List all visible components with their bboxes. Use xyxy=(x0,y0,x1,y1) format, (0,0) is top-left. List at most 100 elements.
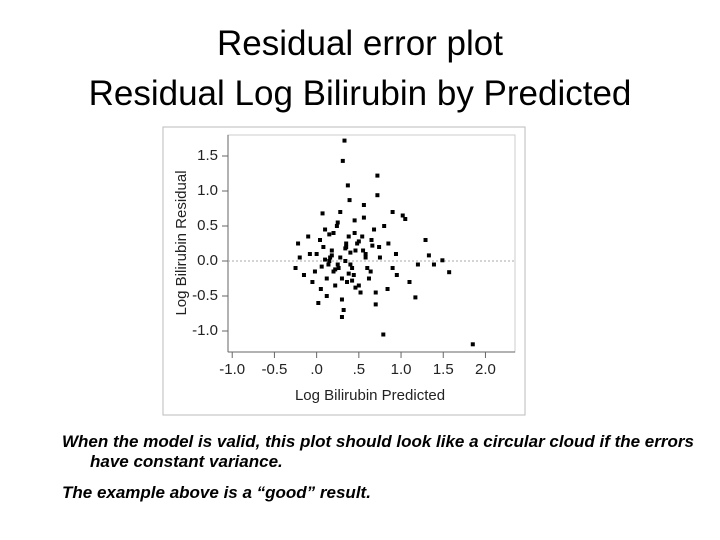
point xyxy=(327,259,332,263)
point xyxy=(361,203,366,207)
point xyxy=(415,262,420,267)
point xyxy=(343,259,348,263)
x-tick-label: -0.5 xyxy=(261,361,287,378)
point xyxy=(339,297,344,302)
point xyxy=(297,255,302,260)
point xyxy=(343,246,348,251)
point xyxy=(329,248,334,253)
point xyxy=(375,193,380,198)
point xyxy=(344,241,349,246)
point xyxy=(348,262,353,267)
point xyxy=(390,210,395,214)
point xyxy=(323,227,328,232)
point xyxy=(293,266,298,270)
point xyxy=(348,250,353,255)
point xyxy=(358,290,363,295)
point xyxy=(339,276,344,281)
point xyxy=(314,252,319,256)
point xyxy=(352,231,357,235)
y-tick-label: 1.5 xyxy=(197,147,218,164)
point xyxy=(331,231,336,235)
point xyxy=(347,198,352,203)
point xyxy=(340,158,345,163)
y-tick-label: -1.0 xyxy=(192,322,218,339)
y-tick-label: 0.0 xyxy=(197,252,218,269)
point xyxy=(341,308,346,312)
point xyxy=(394,273,399,277)
x-tick-label: 1.5 xyxy=(433,361,454,378)
point xyxy=(365,266,370,270)
point xyxy=(331,269,336,274)
x-axis-label: Log Bilirubin Predicted xyxy=(295,387,445,404)
point xyxy=(386,241,391,246)
point xyxy=(373,290,378,295)
point xyxy=(385,287,390,291)
point xyxy=(373,302,378,307)
point xyxy=(333,283,338,288)
point xyxy=(312,269,317,274)
point xyxy=(323,257,328,262)
point xyxy=(366,276,371,281)
point xyxy=(361,215,366,220)
point xyxy=(390,266,395,270)
point xyxy=(335,220,340,225)
point xyxy=(440,258,445,263)
point xyxy=(350,278,355,283)
caption: When the model is valid, this plot shoul… xyxy=(62,432,694,471)
point xyxy=(361,248,366,253)
point xyxy=(356,283,361,288)
x-tick-label: .0 xyxy=(310,361,323,378)
point xyxy=(318,238,323,242)
point xyxy=(339,315,344,319)
slide-title: Residual error plot xyxy=(217,24,503,63)
point xyxy=(400,213,405,218)
point xyxy=(335,262,340,267)
point xyxy=(431,262,436,267)
x-tick-label: .5 xyxy=(353,361,366,378)
point xyxy=(369,238,374,242)
point xyxy=(413,295,418,300)
y-tick-label: 1.0 xyxy=(197,182,218,199)
caption: The example above is a “good” result. xyxy=(62,483,371,502)
point xyxy=(360,234,365,239)
point xyxy=(338,255,343,260)
point xyxy=(377,245,382,249)
x-tick-label: -1.0 xyxy=(219,361,245,378)
point xyxy=(318,287,323,291)
slide-title: Residual Log Bilirubin by Predicted xyxy=(88,74,632,113)
point xyxy=(381,332,386,337)
point xyxy=(353,285,358,290)
point xyxy=(301,273,306,277)
point xyxy=(328,255,333,260)
point xyxy=(321,245,326,249)
point xyxy=(363,255,368,260)
x-tick-label: 1.0 xyxy=(391,361,412,378)
point xyxy=(346,271,351,276)
point xyxy=(342,138,347,143)
point xyxy=(324,276,329,281)
point xyxy=(356,239,361,244)
y-tick-label: 0.5 xyxy=(197,217,218,234)
y-tick-label: -0.5 xyxy=(192,287,218,304)
point xyxy=(353,248,358,253)
point xyxy=(346,234,351,239)
point xyxy=(336,266,341,270)
point xyxy=(423,238,428,242)
point xyxy=(334,224,339,228)
point xyxy=(377,255,382,260)
point xyxy=(350,266,355,270)
point xyxy=(470,342,475,347)
point xyxy=(310,280,315,284)
point xyxy=(324,294,329,298)
point xyxy=(338,210,343,214)
point xyxy=(329,253,334,258)
point xyxy=(327,232,332,237)
point xyxy=(355,241,360,246)
point xyxy=(375,173,380,178)
point xyxy=(370,243,375,248)
x-tick-label: 2.0 xyxy=(475,361,496,378)
point xyxy=(345,183,350,188)
point xyxy=(319,264,324,269)
